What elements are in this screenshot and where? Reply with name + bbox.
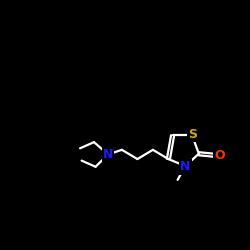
Text: N: N — [180, 160, 190, 173]
Text: N: N — [103, 148, 113, 161]
Text: S: S — [188, 128, 198, 141]
Text: O: O — [214, 149, 225, 162]
